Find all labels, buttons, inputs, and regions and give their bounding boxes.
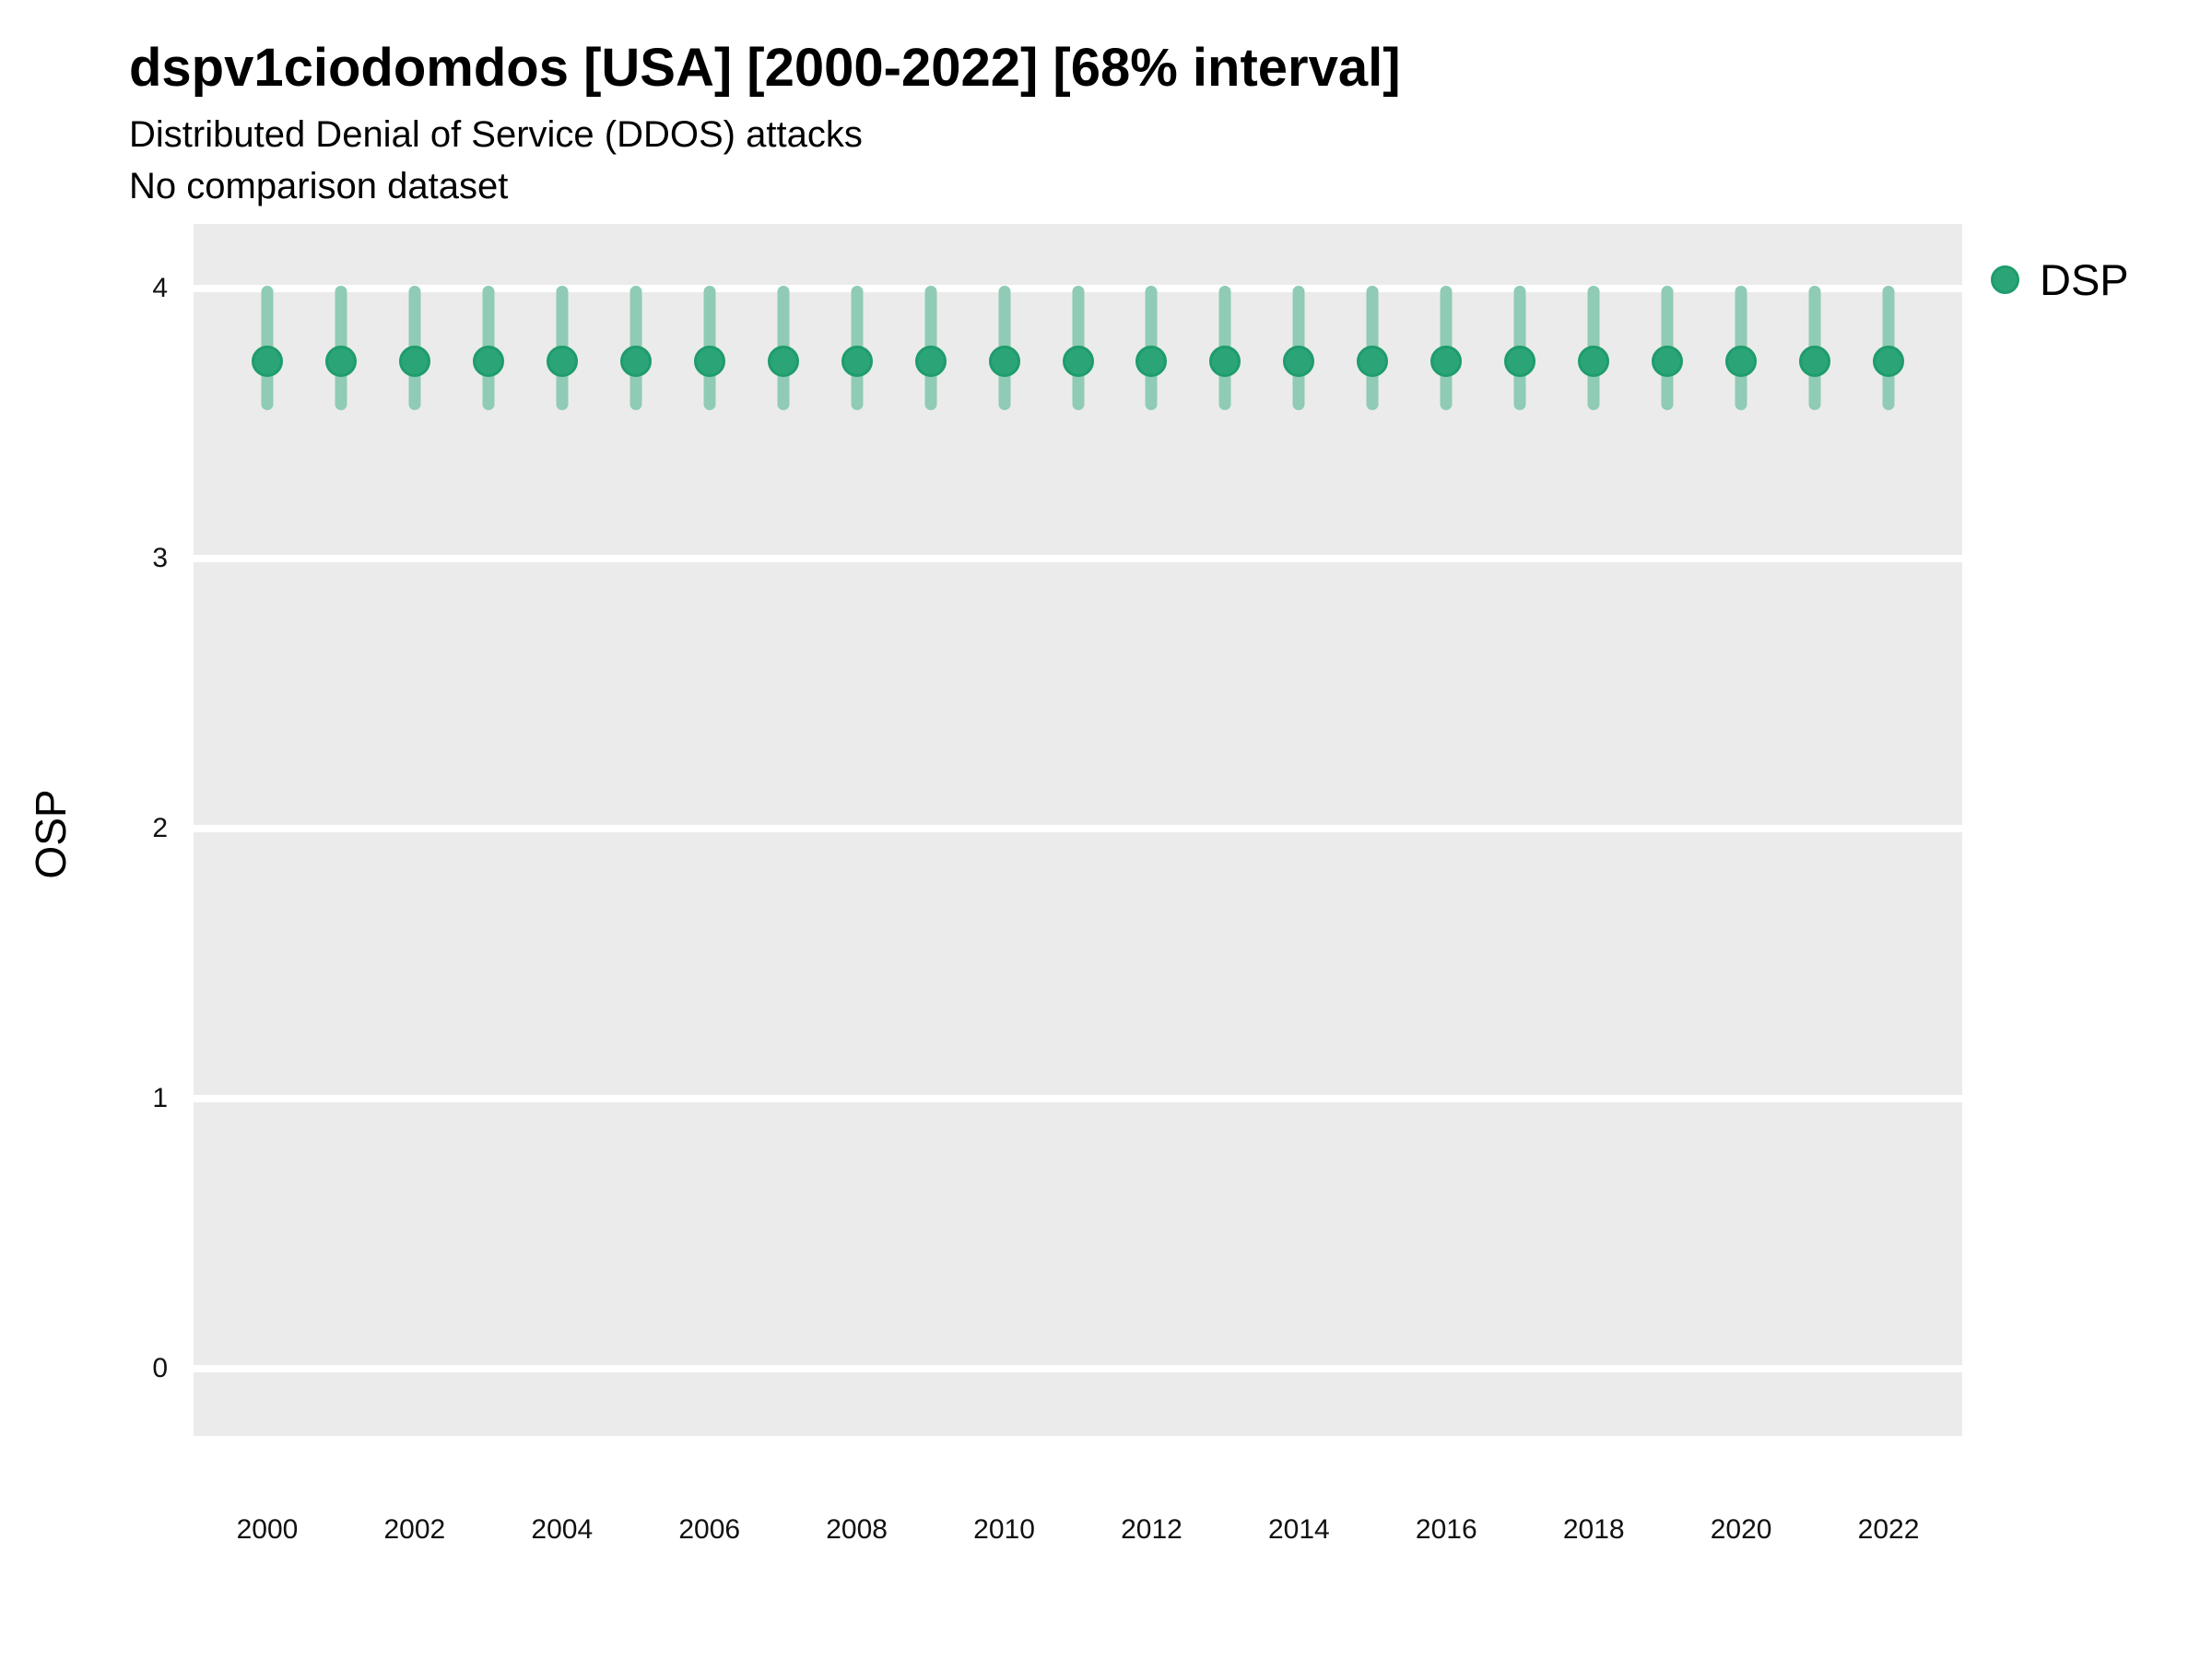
x-tick-label: 2002 (383, 1514, 446, 1545)
data-point-2008 (841, 346, 873, 378)
data-point-2003 (472, 346, 504, 378)
data-point-2005 (619, 346, 652, 378)
data-point-2016 (1430, 346, 1463, 378)
data-point-2020 (1725, 346, 1758, 378)
data-point-2017 (1504, 346, 1536, 378)
data-point-2007 (767, 346, 799, 378)
chart-title: dspv1ciodomdos [USA] [2000-2022] [68% in… (129, 38, 1401, 98)
legend-label: DSP (2040, 255, 2129, 304)
x-tick-label: 2020 (1710, 1514, 1772, 1545)
x-tick-label: 2004 (531, 1514, 594, 1545)
gridline-y-0 (194, 1364, 1962, 1372)
gridline-y-1 (194, 1094, 1962, 1102)
gridline-y-2 (194, 825, 1962, 833)
data-point-2018 (1578, 346, 1610, 378)
x-tick-label: 2010 (973, 1514, 1035, 1545)
data-point-2012 (1135, 346, 1168, 378)
chart-note: No comparison dataset (129, 166, 509, 206)
x-tick-label: 2006 (678, 1514, 741, 1545)
x-tick-label: 2012 (1121, 1514, 1182, 1545)
y-tick-label: 2 (152, 813, 168, 844)
y-tick-label: 0 (152, 1352, 168, 1383)
data-point-2013 (1209, 346, 1241, 378)
x-tick-label: 2014 (1268, 1514, 1330, 1545)
legend-marker-icon (1991, 265, 2019, 294)
x-tick-label: 2000 (236, 1514, 299, 1545)
y-tick-label: 1 (152, 1082, 168, 1113)
data-point-2004 (546, 346, 578, 378)
data-point-2015 (1357, 346, 1389, 378)
chart-subtitle: Distributed Denial of Service (DDOS) att… (129, 114, 863, 155)
legend: DSP (1991, 254, 2129, 305)
data-point-2001 (324, 346, 357, 378)
y-tick-label: 3 (152, 543, 168, 574)
x-tick-label: 2022 (1857, 1514, 1920, 1545)
x-tick-label: 2016 (1415, 1514, 1477, 1545)
data-point-2009 (914, 346, 947, 378)
x-tick-label: 2018 (1562, 1514, 1625, 1545)
plot-panel (194, 224, 1962, 1436)
gridline-y-3 (194, 555, 1962, 563)
data-point-2014 (1283, 346, 1315, 378)
x-tick-label: 2008 (826, 1514, 888, 1545)
data-point-2002 (398, 346, 430, 378)
y-axis-title: OSP (27, 789, 75, 879)
data-point-2006 (693, 346, 725, 378)
y-tick-label: 4 (152, 273, 168, 304)
data-point-2021 (1799, 346, 1831, 378)
data-point-2000 (251, 346, 283, 378)
data-point-2022 (1873, 346, 1905, 378)
data-point-2019 (1652, 346, 1684, 378)
data-point-2011 (1062, 346, 1094, 378)
data-point-2010 (988, 346, 1020, 378)
